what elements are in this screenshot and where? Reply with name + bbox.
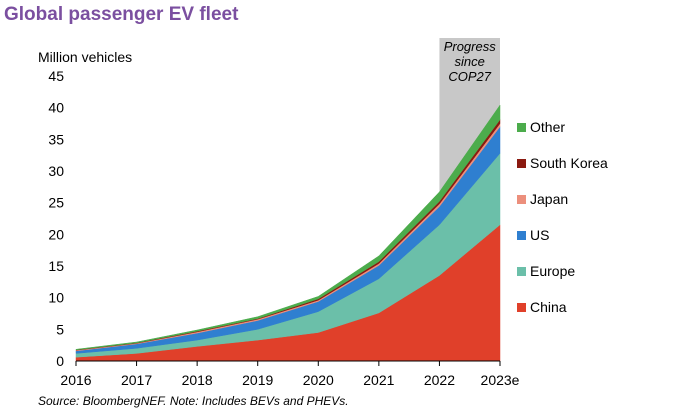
annotation-label: COP27 — [448, 69, 491, 84]
y-tick-label: 5 — [56, 321, 64, 337]
x-tick-label: 2017 — [121, 372, 152, 388]
y-tick-label: 15 — [48, 258, 64, 274]
legend-swatch-other — [517, 123, 526, 132]
y-tick-label: 25 — [48, 195, 64, 211]
x-tick-label: 2023e — [481, 372, 520, 388]
chart-title: Global passenger EV fleet — [4, 4, 239, 25]
y-tick-label: 0 — [56, 353, 64, 369]
y-tick-label: 10 — [48, 290, 64, 306]
legend-swatch-japan — [517, 195, 526, 204]
x-tick-label: 2018 — [182, 372, 213, 388]
source-note: Source: BloombergNEF. Note: Includes BEV… — [38, 394, 349, 408]
legend-swatch-us — [517, 231, 526, 240]
x-tick-label: 2020 — [303, 372, 334, 388]
x-tick-label: 2019 — [242, 372, 273, 388]
legend-label-china: China — [530, 299, 567, 315]
legend-swatch-china — [517, 303, 526, 312]
y-tick-label: 40 — [48, 100, 64, 116]
legend-label-europe: Europe — [530, 263, 575, 279]
area-other — [75, 104, 501, 351]
annotation-label: Progress — [444, 39, 497, 54]
legend-label-other: Other — [530, 119, 565, 135]
x-tick-label: 2016 — [60, 372, 91, 388]
annotation-label: since — [455, 54, 485, 69]
y-tick-label: 45 — [48, 68, 64, 84]
x-tick-label: 2022 — [424, 372, 455, 388]
y-axis-title: Million vehicles — [38, 49, 132, 65]
y-tick-label: 30 — [48, 163, 64, 179]
legend-label-south-korea: South Korea — [530, 155, 608, 171]
legend-label-us: US — [530, 227, 549, 243]
x-tick-label: 2021 — [363, 372, 394, 388]
legend-swatch-europe — [517, 267, 526, 276]
y-tick-label: 20 — [48, 226, 64, 242]
legend-swatch-south-korea — [517, 159, 526, 168]
y-tick-label: 35 — [48, 131, 64, 147]
legend-label-japan: Japan — [530, 191, 568, 207]
